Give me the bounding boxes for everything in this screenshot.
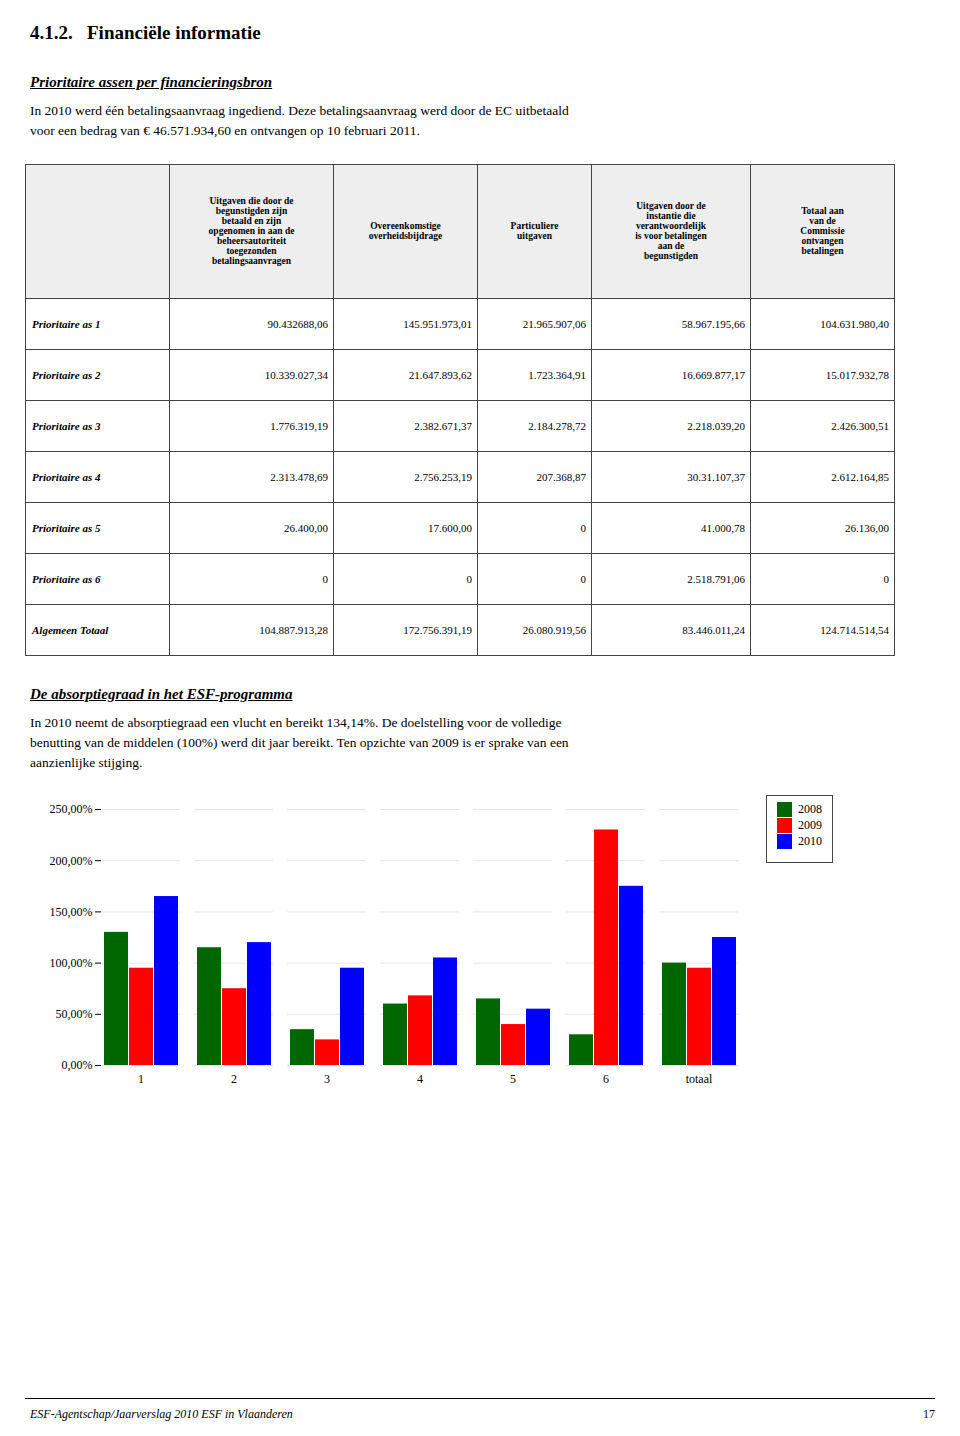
svg-text:100,00%: 100,00% <box>50 956 93 970</box>
html-text:30.31.107,37: 30.31.107,37 <box>687 470 745 483</box>
html-text:2.756.253,19: 2.756.253,19 <box>414 470 472 483</box>
html-text:Prioritaire as 6: Prioritaire as 6 <box>32 572 101 585</box>
svg-text:50,00%: 50,00% <box>56 1007 93 1021</box>
html-text:145.951.973,01: 145.951.973,01 <box>403 317 472 330</box>
html-text:Uitgaven door de instantie die: Uitgaven door de instantie die verantwoo… <box>635 201 707 261</box>
html-text:17.600,00: 17.600,00 <box>428 521 472 534</box>
html-text:41.000,78: 41.000,78 <box>701 521 745 534</box>
html-text:58.967.195,66: 58.967.195,66 <box>681 317 745 330</box>
html-text:26.400,00: 26.400,00 <box>284 521 328 534</box>
html-text:Uitgaven die door de begunstig: Uitgaven die door de begunstigden zijn b… <box>208 196 295 266</box>
html-text:21.647.893,62: 21.647.893,62 <box>408 368 472 381</box>
html-text:83.446.011,24: 83.446.011,24 <box>682 623 745 636</box>
html-text:26.136,00: 26.136,00 <box>845 521 889 534</box>
svg-text:totaal: totaal <box>686 1072 713 1086</box>
html-text:2009: 2009 <box>798 818 822 833</box>
html-text:2.184.278,72: 2.184.278,72 <box>528 419 586 432</box>
html-text:0: 0 <box>883 572 889 585</box>
html-text:2.313.478,69: 2.313.478,69 <box>270 470 328 483</box>
html-text:16.669.877,17: 16.669.877,17 <box>681 368 745 381</box>
svg-text:200,00%: 200,00% <box>50 854 93 868</box>
html-text:Prioritaire as 4: Prioritaire as 4 <box>32 470 101 483</box>
html-text:15.017.932,78: 15.017.932,78 <box>825 368 889 381</box>
svg-text:150,00%: 150,00% <box>50 905 93 919</box>
html-text:2.426.300,51: 2.426.300,51 <box>831 419 889 432</box>
svg-text:4: 4 <box>417 1072 423 1086</box>
html-text:0: 0 <box>466 572 472 585</box>
svg-text:250,00%: 250,00% <box>50 803 93 817</box>
html-text:104.631.980,40: 104.631.980,40 <box>820 317 889 330</box>
html-text:2008: 2008 <box>798 802 822 817</box>
html-text:2.382.671,37: 2.382.671,37 <box>414 419 472 432</box>
html-text:In 2010 neemt de absorptiegraa: In 2010 neemt de absorptiegraad een vluc… <box>30 714 569 770</box>
html-text:90.432688,06: 90.432688,06 <box>267 317 328 330</box>
svg-text:6: 6 <box>603 1072 609 1086</box>
html-text:Prioritaire assen per financie: Prioritaire assen per financieringsbron <box>30 74 273 90</box>
html-text:1.776.319,19: 1.776.319,19 <box>270 419 328 432</box>
html-text:4.1.2. Financiële informatie: 4.1.2. Financiële informatie <box>30 22 261 43</box>
svg-text:1: 1 <box>138 1072 144 1086</box>
html-text:2010: 2010 <box>798 834 822 849</box>
html-text:17: 17 <box>923 1407 935 1421</box>
html-text:Totaal aan van de Commissie on: Totaal aan van de Commissie ontvangen be… <box>800 206 845 256</box>
html-text:0: 0 <box>580 521 586 534</box>
html-text:10.339.027,34: 10.339.027,34 <box>264 368 328 381</box>
svg-text:2: 2 <box>231 1072 237 1086</box>
html-text:207.368,87: 207.368,87 <box>536 470 586 483</box>
html-text:Particuliere uitgaven: Particuliere uitgaven <box>510 221 559 241</box>
html-text:ESF-Agentschap/Jaarverslag 201: ESF-Agentschap/Jaarverslag 2010 ESF in V… <box>30 1407 293 1421</box>
html-text:Prioritaire as 1: Prioritaire as 1 <box>32 317 101 330</box>
svg-text:0,00%: 0,00% <box>62 1059 93 1073</box>
html-text:De absorptiegraad in het ESF-p: De absorptiegraad in het ESF-programma <box>30 685 293 702</box>
html-text:In 2010 werd één betalingsaanv: In 2010 werd één betalingsaanvraag inged… <box>30 103 569 139</box>
html-text:21.965.907,06: 21.965.907,06 <box>522 317 586 330</box>
html-text:Prioritaire as 2: Prioritaire as 2 <box>32 368 101 381</box>
html-text:Algemeen Totaal: Algemeen Totaal <box>32 623 109 636</box>
html-text:0: 0 <box>322 572 328 585</box>
svg-text:3: 3 <box>324 1072 330 1086</box>
html-text:0: 0 <box>580 572 586 585</box>
html-text:Overeenkomstige overheidsbijdr: Overeenkomstige overheidsbijdrage <box>368 221 443 241</box>
html-text:172.756.391,19: 172.756.391,19 <box>403 623 472 636</box>
html-text:1.723.364,91: 1.723.364,91 <box>528 368 586 381</box>
html-text:Prioritaire as 5: Prioritaire as 5 <box>32 521 101 534</box>
html-text:26.080.919,56: 26.080.919,56 <box>522 623 586 636</box>
svg-text:5: 5 <box>510 1072 516 1086</box>
html-text:2.518.791,06: 2.518.791,06 <box>687 572 745 585</box>
html-text:2.218.039,20: 2.218.039,20 <box>687 419 745 432</box>
html-text:2.612.164,85: 2.612.164,85 <box>831 470 889 483</box>
html-text:104.887.913,28: 104.887.913,28 <box>259 623 328 636</box>
html-text:124.714.514,54: 124.714.514,54 <box>820 623 889 636</box>
html-text:Prioritaire as 3: Prioritaire as 3 <box>32 419 101 432</box>
